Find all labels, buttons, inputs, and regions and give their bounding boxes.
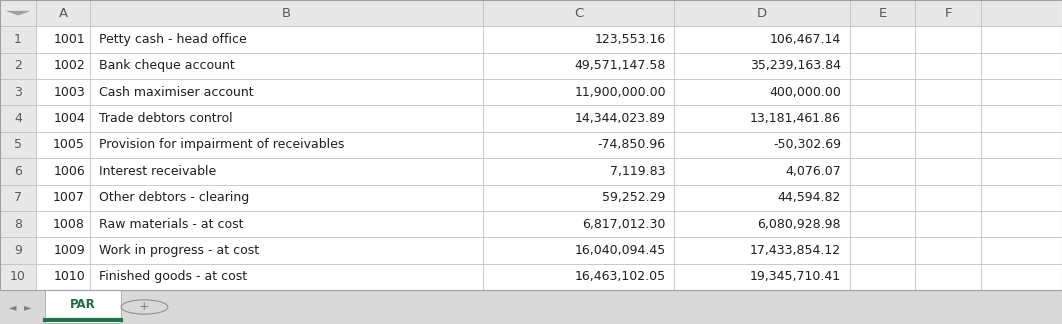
Text: 5: 5 [14, 138, 22, 152]
Text: 17,433,854.12: 17,433,854.12 [750, 244, 841, 257]
Text: ►: ► [23, 302, 32, 312]
Text: 6,817,012.30: 6,817,012.30 [582, 218, 666, 231]
Bar [0, 0, 36, 290]
Text: 1001: 1001 [53, 33, 85, 46]
Text: B: B [282, 7, 291, 20]
Text: 1009: 1009 [53, 244, 85, 257]
Text: ◄: ◄ [8, 302, 17, 312]
Text: Finished goods - at cost: Finished goods - at cost [99, 270, 246, 283]
Text: 1006: 1006 [53, 165, 85, 178]
Text: 106,467.14: 106,467.14 [770, 33, 841, 46]
Text: -50,302.69: -50,302.69 [773, 138, 841, 152]
Text: C: C [575, 7, 583, 20]
Text: 1002: 1002 [53, 59, 85, 72]
Text: 7: 7 [14, 191, 22, 204]
Text: Petty cash - head office: Petty cash - head office [99, 33, 246, 46]
Text: 14,344,023.89: 14,344,023.89 [575, 112, 666, 125]
Text: 400,000.00: 400,000.00 [769, 86, 841, 99]
Text: PAR: PAR [70, 298, 96, 311]
Text: 1010: 1010 [53, 270, 85, 283]
Text: E: E [878, 7, 887, 20]
Text: Trade debtors control: Trade debtors control [99, 112, 233, 125]
Text: 44,594.82: 44,594.82 [777, 191, 841, 204]
Text: 6,080,928.98: 6,080,928.98 [757, 218, 841, 231]
Text: 11,900,000.00: 11,900,000.00 [575, 86, 666, 99]
Text: Raw materials - at cost: Raw materials - at cost [99, 218, 243, 231]
Text: 1004: 1004 [53, 112, 85, 125]
Text: 16,040,094.45: 16,040,094.45 [575, 244, 666, 257]
Text: Interest receivable: Interest receivable [99, 165, 216, 178]
Text: 35,239,163.84: 35,239,163.84 [750, 59, 841, 72]
Text: 1: 1 [14, 33, 22, 46]
Bar [0, 290, 1062, 324]
Text: Bank cheque account: Bank cheque account [99, 59, 235, 72]
Text: 19,345,710.41: 19,345,710.41 [750, 270, 841, 283]
Text: 10: 10 [11, 270, 25, 283]
Text: 9: 9 [14, 244, 22, 257]
Bar [0, 0, 1062, 26]
Text: 2: 2 [14, 59, 22, 72]
Text: 1005: 1005 [53, 138, 85, 152]
Text: Provision for impairment of receivables: Provision for impairment of receivables [99, 138, 344, 152]
Text: 13,181,461.86: 13,181,461.86 [750, 112, 841, 125]
Text: Work in progress - at cost: Work in progress - at cost [99, 244, 259, 257]
Text: 4: 4 [14, 112, 22, 125]
Text: +: + [139, 300, 150, 314]
Text: D: D [757, 7, 767, 20]
Text: 4,076.07: 4,076.07 [786, 165, 841, 178]
Text: 7,119.83: 7,119.83 [611, 165, 666, 178]
Text: 8: 8 [14, 218, 22, 231]
Bar [0, 0, 1062, 290]
Text: 49,571,147.58: 49,571,147.58 [575, 59, 666, 72]
Text: 3: 3 [14, 86, 22, 99]
Text: Cash maximiser account: Cash maximiser account [99, 86, 254, 99]
Text: 123,553.16: 123,553.16 [595, 33, 666, 46]
Text: 1003: 1003 [53, 86, 85, 99]
Polygon shape [5, 11, 31, 16]
Text: 1007: 1007 [53, 191, 85, 204]
Text: 59,252.29: 59,252.29 [602, 191, 666, 204]
Bar [0, 0, 1062, 290]
Text: F: F [944, 7, 953, 20]
Text: 1008: 1008 [53, 218, 85, 231]
Text: 16,463,102.05: 16,463,102.05 [575, 270, 666, 283]
Text: 6: 6 [14, 165, 22, 178]
Text: A: A [58, 7, 68, 20]
Text: -74,850.96: -74,850.96 [598, 138, 666, 152]
Bar [45, 290, 121, 323]
Text: Other debtors - clearing: Other debtors - clearing [99, 191, 249, 204]
